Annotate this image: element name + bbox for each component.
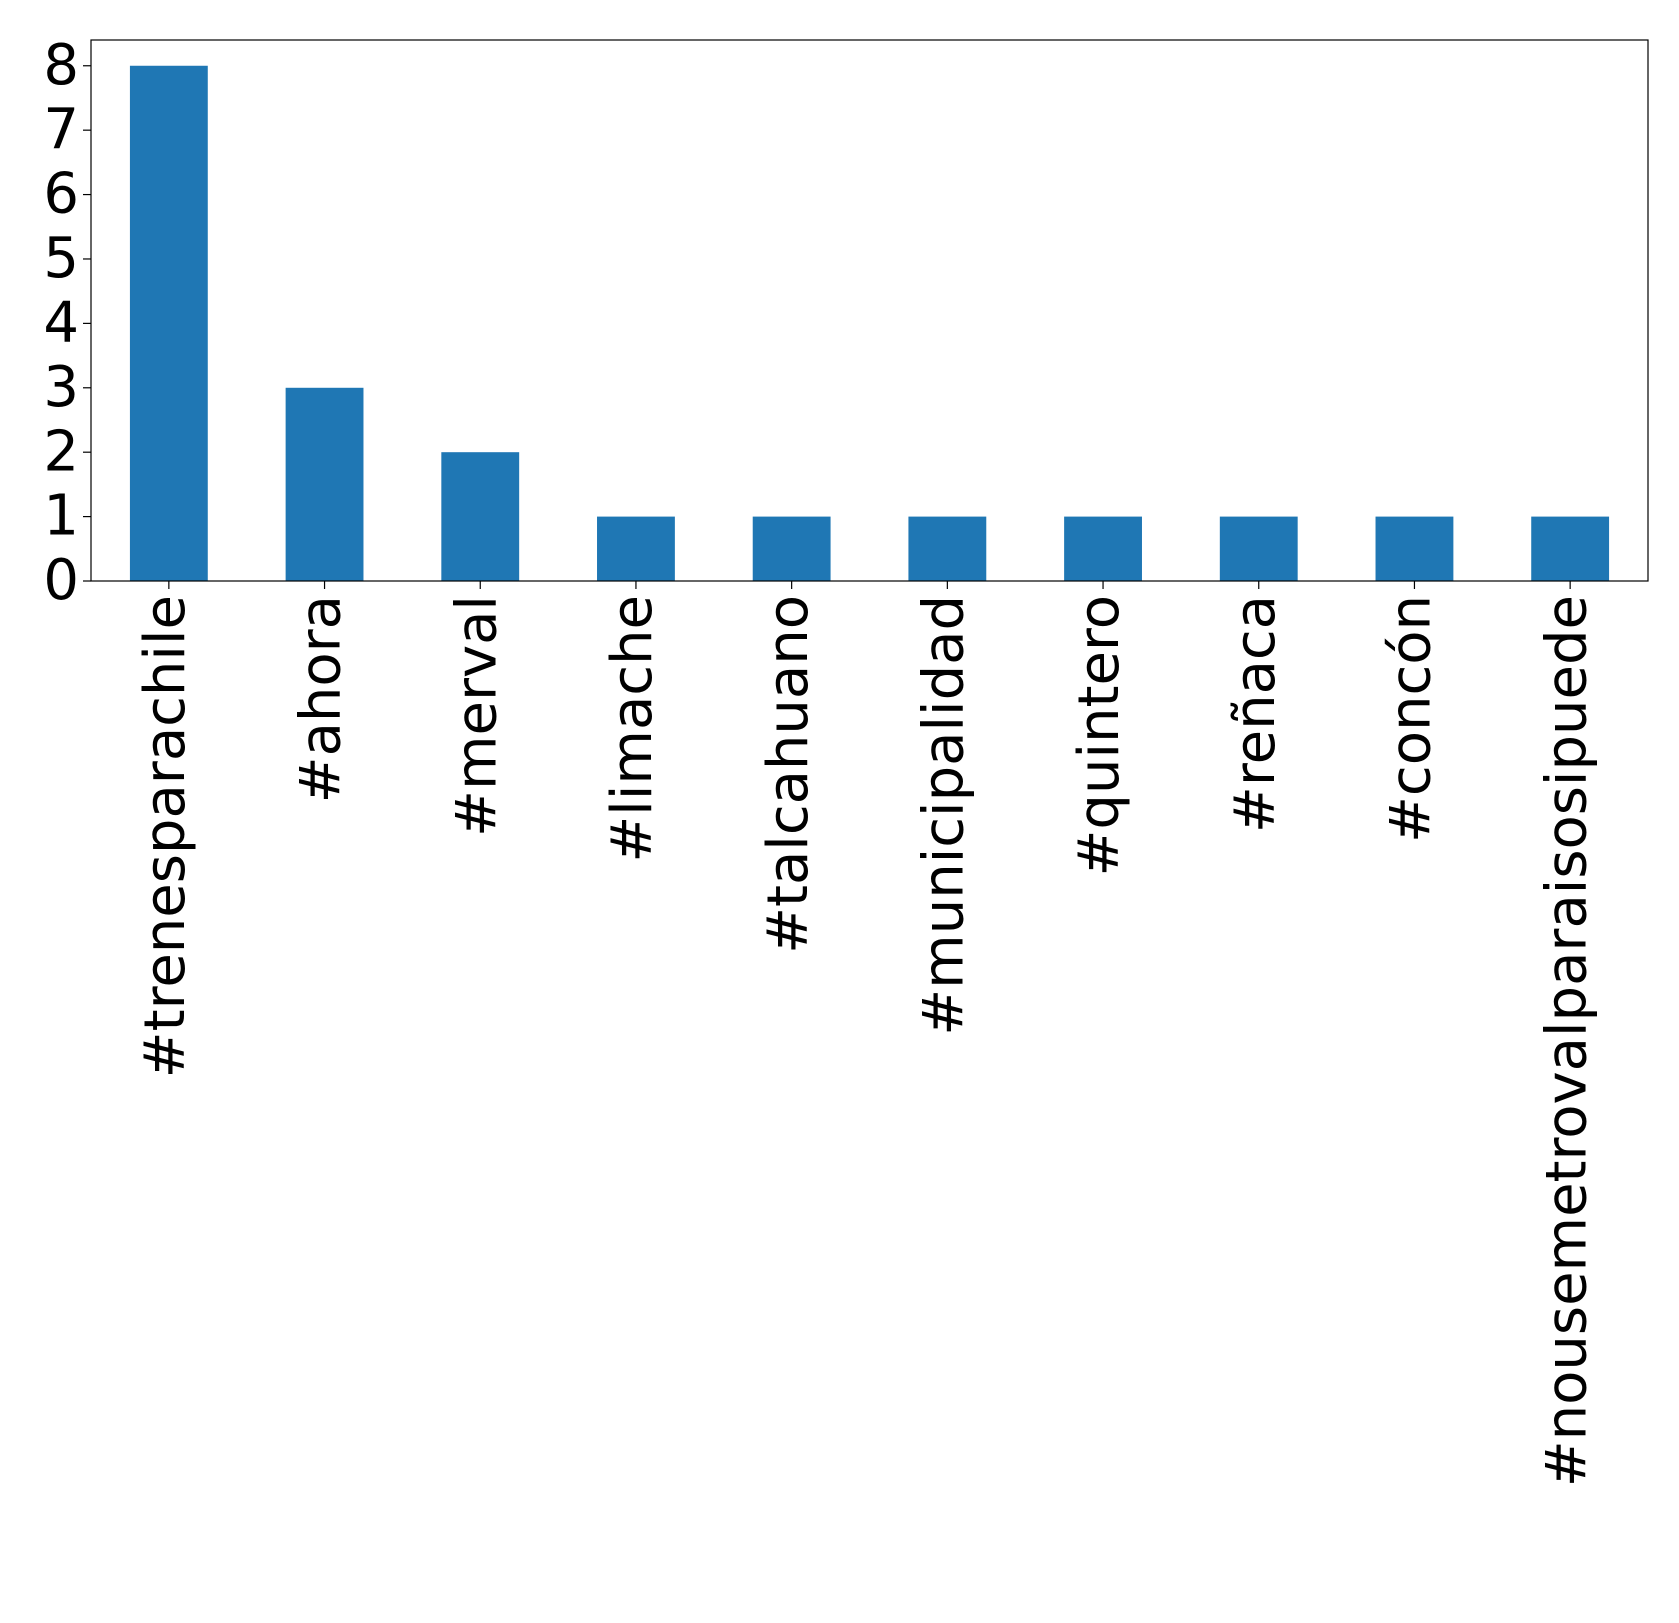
x-tick-label: #talcahuano [756,595,821,954]
y-tick-label: 5 [43,226,79,291]
bar [1219,516,1298,581]
bar [752,516,831,581]
y-tick-label: 8 [43,33,79,98]
bar [129,65,208,581]
x-tick-label: #quintero [1067,595,1132,876]
x-tick-label: #municipalidad [911,595,976,1036]
x-tick-label: #merval [444,595,509,837]
x-tick-label: #limache [600,595,665,863]
bar [908,516,987,581]
bar [1531,516,1610,581]
bar [1064,516,1142,581]
y-tick-label: 4 [43,291,79,356]
x-tick-label: #reñaca [1223,595,1288,833]
x-tick-label: #nousemetrovalparaisosipuede [1534,595,1599,1487]
y-tick-label: 6 [43,162,79,227]
plot-frame [90,39,1649,582]
x-tick-label: #concón [1379,595,1444,843]
x-tick-label: #trenesparachile [133,595,198,1078]
x-tick-label: #ahora [289,595,354,803]
bar [597,516,675,581]
bar [1375,516,1454,581]
bar [441,452,520,581]
y-tick-label: 3 [43,355,79,420]
y-tick-label: 1 [43,484,79,549]
y-tick-label: 2 [43,419,79,484]
bar [285,387,364,581]
y-tick-label: 7 [43,97,79,162]
y-tick-label: 0 [43,548,79,613]
